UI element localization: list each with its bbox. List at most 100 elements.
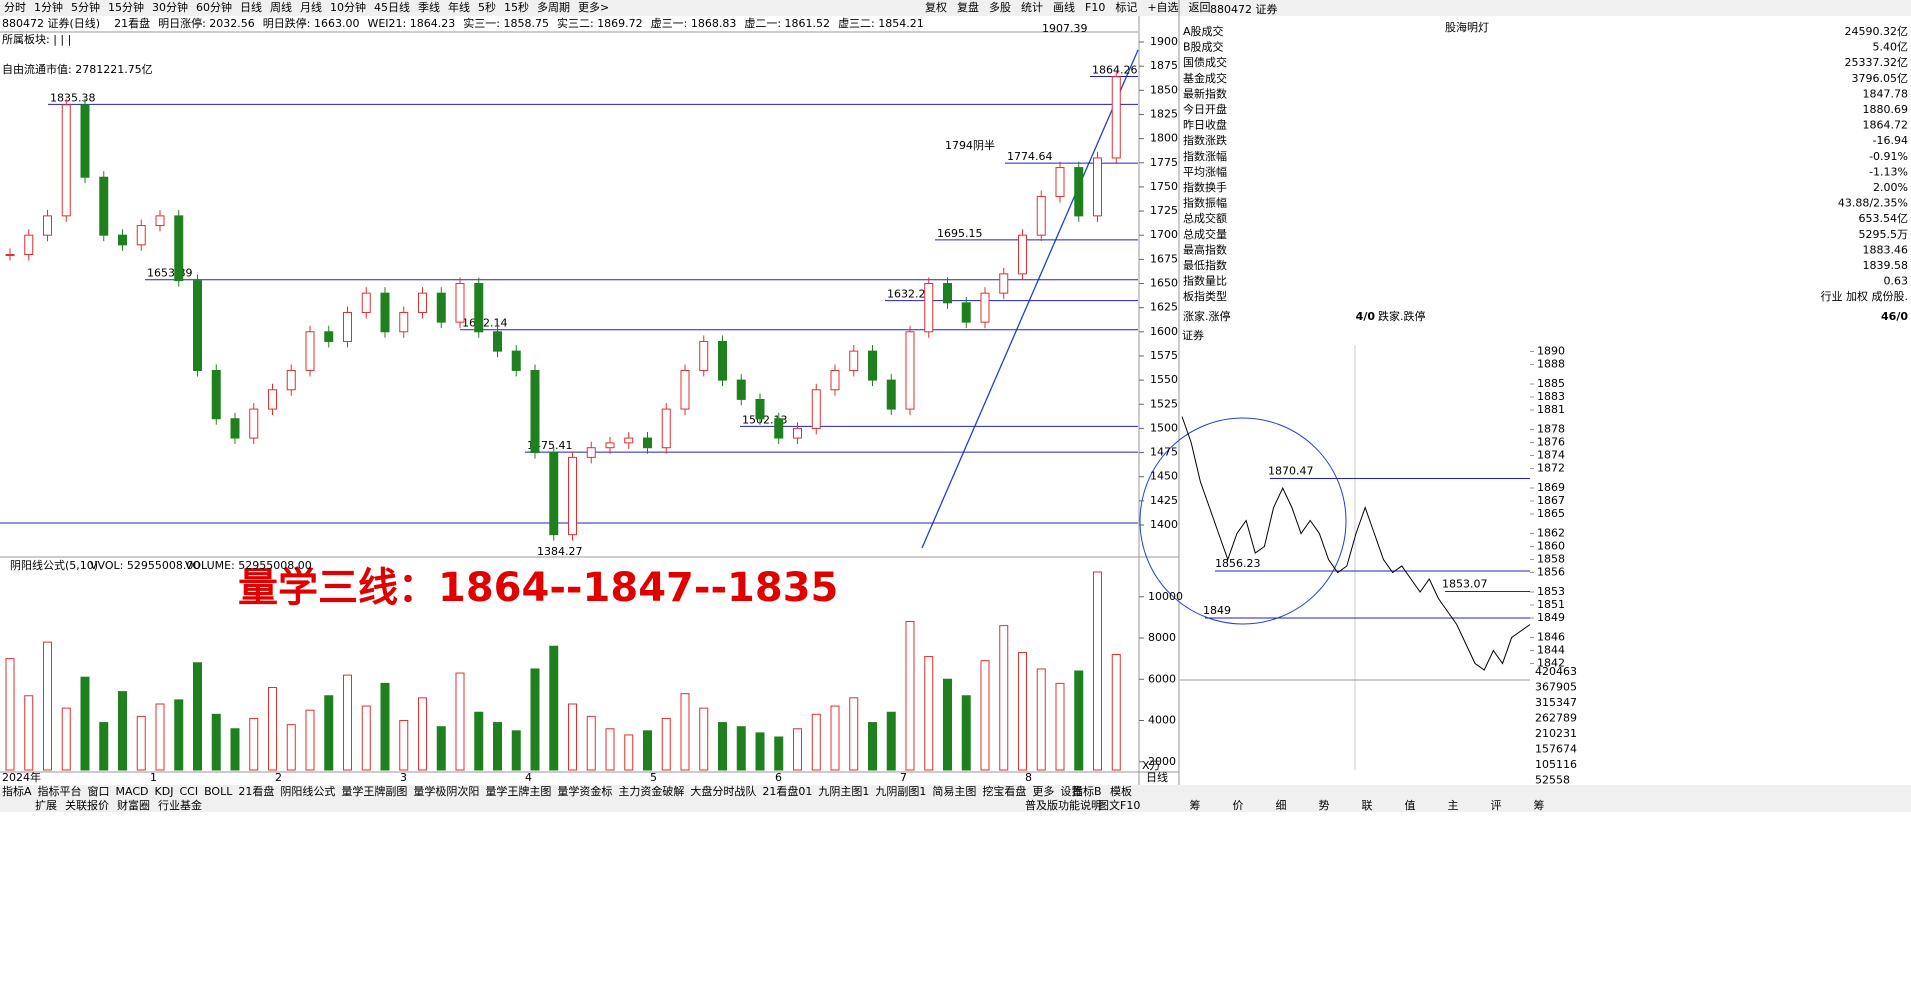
period-tab[interactable]: 30分钟 xyxy=(152,0,188,14)
candle xyxy=(643,437,652,449)
period-tab[interactable]: 季线 xyxy=(418,0,440,14)
volume-bar xyxy=(530,668,540,771)
tool-button[interactable]: 画线 xyxy=(1053,0,1075,14)
candle xyxy=(530,369,540,454)
intraday-tab[interactable]: 筹 xyxy=(1190,798,1201,812)
candle xyxy=(736,379,746,400)
candle xyxy=(924,283,934,333)
y-tick-label: 1675 xyxy=(1150,252,1178,265)
tab[interactable]: 21看盘 xyxy=(238,784,274,798)
y-tick-label: 1900 xyxy=(1150,35,1178,48)
intraday-tab[interactable]: 值 xyxy=(1405,799,1416,812)
intraday-tab[interactable]: 价 xyxy=(1233,799,1244,812)
tab[interactable]: 指标A xyxy=(2,784,32,798)
tab[interactable]: 普及版功能说明 xyxy=(1025,798,1102,812)
intraday-tab[interactable]: 主 xyxy=(1448,799,1459,812)
tab[interactable]: 九阴副图1 xyxy=(875,785,926,798)
period-tab[interactable]: 多周期 xyxy=(537,0,570,14)
y-tick-label: 2000 xyxy=(1148,755,1176,768)
period-tab[interactable]: 日线 xyxy=(240,0,262,14)
watermark: 股海明灯 xyxy=(1445,20,1489,34)
y-tick-label: 1865 xyxy=(1537,507,1565,520)
tool-button[interactable]: 复盘 xyxy=(957,0,979,14)
tab[interactable]: 大盘分时战队 xyxy=(690,784,756,798)
period-tab[interactable]: 15分钟 xyxy=(108,0,144,14)
tab[interactable]: 设置 xyxy=(1060,785,1082,798)
tab[interactable]: 财富圈 xyxy=(117,798,150,812)
candle xyxy=(436,292,446,323)
period-tab[interactable]: 更多> xyxy=(578,0,609,14)
intraday-tab[interactable]: 评 xyxy=(1491,799,1502,812)
period-tab[interactable]: 1分钟 xyxy=(34,0,63,14)
tool-button[interactable]: 标记 xyxy=(1115,0,1137,14)
tab[interactable]: 行业基金 xyxy=(158,798,202,812)
level-label: 1907.39 xyxy=(1042,22,1088,35)
tab[interactable]: 量学资金标 xyxy=(557,784,612,798)
volume-bar xyxy=(1111,654,1121,771)
tab[interactable]: 21看盘01 xyxy=(762,784,812,798)
period-tab[interactable]: 分时 xyxy=(4,1,26,14)
tab[interactable]: KDJ xyxy=(155,785,174,798)
tab[interactable]: 量学王牌副图 xyxy=(341,784,407,798)
volume-bar xyxy=(605,728,615,771)
tab[interactable]: BOLL xyxy=(204,785,233,798)
tab[interactable]: 日线 xyxy=(1146,770,1168,784)
tab[interactable]: 九阴主图1 xyxy=(818,785,869,798)
tool-button[interactable]: F10 xyxy=(1085,1,1105,14)
candle xyxy=(718,340,727,381)
tab[interactable]: 图文F10 xyxy=(1098,798,1140,812)
tab[interactable]: CCI xyxy=(179,785,198,798)
candle xyxy=(586,447,596,458)
indicator: 虚三一: 1868.83 xyxy=(651,17,737,30)
y-tick-label: 1800 xyxy=(1150,132,1178,145)
stat-value: -16.94 xyxy=(1873,134,1908,147)
period-tab[interactable]: 月线 xyxy=(300,0,322,14)
candle xyxy=(455,283,465,323)
period-tab[interactable]: 周线 xyxy=(270,0,292,14)
candle xyxy=(961,302,971,323)
stat-value: 5.40亿 xyxy=(1873,41,1909,54)
tab[interactable]: 阴阳线公式 xyxy=(280,784,335,798)
side-header: 880472 证券 xyxy=(1210,2,1278,16)
stat-value: 0.63 xyxy=(1884,275,1909,288)
stat-value: 1880.69 xyxy=(1863,103,1909,116)
tab[interactable]: 指标平台 xyxy=(38,784,82,798)
tab[interactable]: 指标B xyxy=(1072,784,1102,798)
intraday-tab[interactable]: 细 xyxy=(1276,799,1287,812)
period-tab[interactable]: 年线 xyxy=(448,0,470,14)
tab[interactable]: 窗口 xyxy=(88,784,110,798)
period-tab[interactable]: 15秒 xyxy=(504,0,529,14)
tab[interactable]: 量学王牌主图 xyxy=(485,784,551,798)
candle xyxy=(943,283,952,304)
period-tab[interactable]: 45日线 xyxy=(374,0,410,14)
y-tick-label: 1700 xyxy=(1150,228,1178,241)
stat-label: 昨日收盘 xyxy=(1183,118,1227,132)
tab[interactable]: 主力资金破解 xyxy=(618,784,684,798)
tool-button[interactable]: 统计 xyxy=(1021,1,1043,14)
tab[interactable]: 模板 xyxy=(1110,784,1132,798)
tool-button[interactable]: 返回 xyxy=(1189,1,1211,14)
tab[interactable]: 简易主图 xyxy=(932,784,976,798)
tool-button[interactable]: +自选 xyxy=(1147,1,1178,14)
tab[interactable]: 关联报价 xyxy=(65,798,109,812)
period-tab[interactable]: 60分钟 xyxy=(196,0,232,14)
period-tab[interactable]: 10分钟 xyxy=(330,0,366,14)
period-tab[interactable]: 5分钟 xyxy=(71,0,100,14)
intraday-tab[interactable]: 势 xyxy=(1319,799,1330,812)
tab[interactable]: 扩展 xyxy=(35,798,57,812)
intraday-tab[interactable]: 筹 xyxy=(1534,798,1545,812)
tab[interactable]: 挖宝看盘 xyxy=(982,784,1026,798)
tab[interactable]: 更多 xyxy=(1032,784,1054,798)
y-tick-label: 1500 xyxy=(1150,421,1178,434)
volume-bar xyxy=(830,705,840,771)
tool-button[interactable]: 多股 xyxy=(989,0,1011,14)
tab[interactable]: 量学极阴次阳 xyxy=(413,784,479,798)
candle xyxy=(174,215,184,282)
period-tab[interactable]: 5秒 xyxy=(478,0,496,14)
intraday-tab[interactable]: 联 xyxy=(1362,799,1373,812)
down-label: 跌家.跌停 xyxy=(1378,309,1426,323)
tool-button[interactable]: 复权 xyxy=(925,0,947,14)
stat-label: 国债成交 xyxy=(1183,55,1227,69)
tab[interactable]: MACD xyxy=(116,785,149,798)
stat-value: 1847.78 xyxy=(1863,87,1909,100)
